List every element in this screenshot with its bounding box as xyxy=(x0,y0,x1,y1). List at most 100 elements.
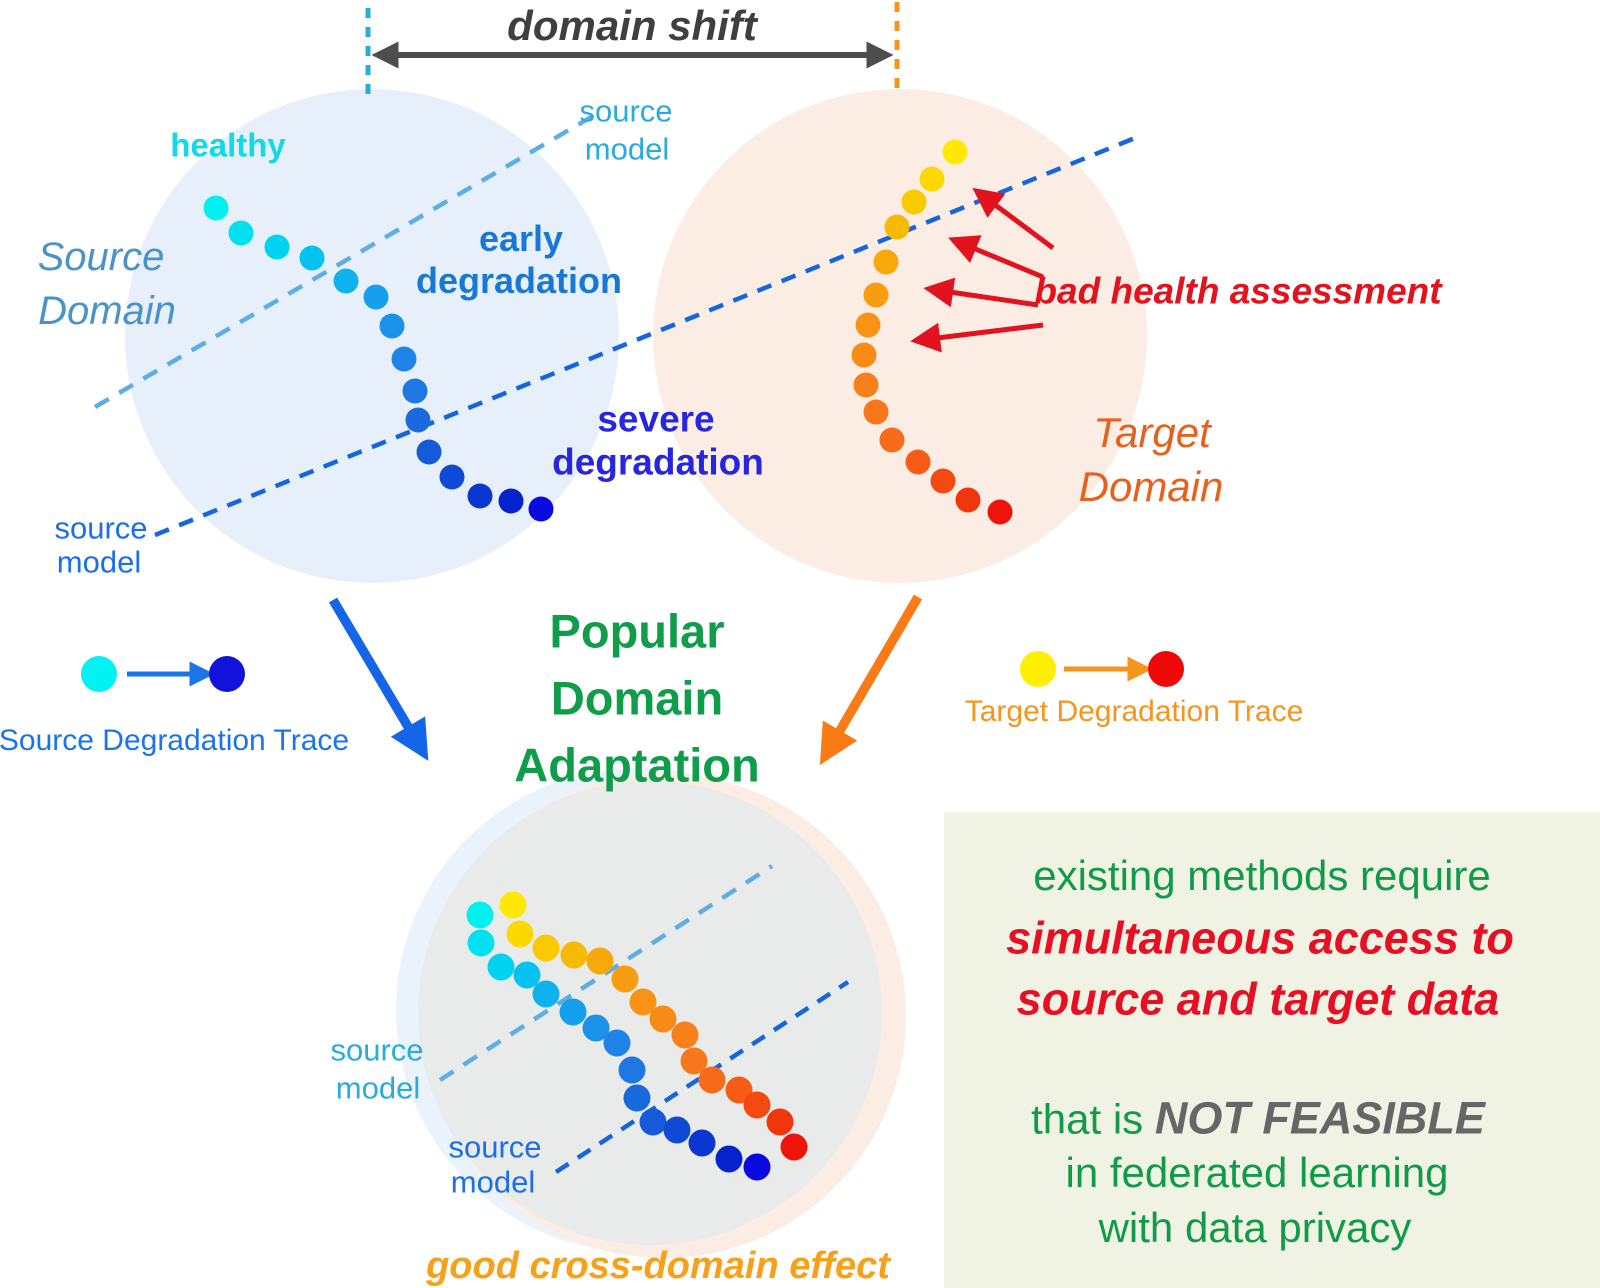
combined-source-trace-dot xyxy=(532,980,560,1008)
target-trace-dot xyxy=(884,214,910,240)
target-trace-dot xyxy=(853,372,879,398)
target-domain-label-line1: Target xyxy=(1093,409,1211,456)
target-trace-dot xyxy=(919,166,945,192)
source-domain-label-line2: Domain xyxy=(38,289,176,333)
target-trace-dot xyxy=(851,342,877,368)
combined-source-trace xyxy=(466,901,771,1181)
target-trace-dot xyxy=(901,189,927,215)
combined-target-trace-dot xyxy=(780,1133,808,1161)
note-panel xyxy=(944,812,1600,1288)
legend-source-start-dot xyxy=(81,656,117,692)
combined-target-trace xyxy=(499,891,808,1161)
combined-source-trace-dot xyxy=(559,998,587,1026)
combined-model-upper-label-line1: source xyxy=(330,1032,424,1068)
source-trace-dot xyxy=(363,284,389,310)
good-cross-domain-caption: good cross-domain effect xyxy=(426,1245,890,1287)
domain-shift-title: domain shift xyxy=(507,2,757,49)
source-model-left-label-line1: source xyxy=(54,510,148,546)
combined-source-trace-dot xyxy=(618,1056,646,1084)
source-model-top-label-line2: model xyxy=(584,131,670,167)
combined-source-trace-dot xyxy=(487,953,515,981)
severe-degradation-label-line2: degradation xyxy=(552,441,764,483)
combined-target-trace-dot xyxy=(649,1005,677,1033)
combined-source-trace-dot xyxy=(663,1116,691,1144)
source-trace-dot xyxy=(228,220,254,246)
target-trace xyxy=(851,139,1013,525)
combined-target-trace-dot xyxy=(671,1021,699,1049)
source-trace-dot xyxy=(203,195,229,221)
source-trace-dot xyxy=(416,439,442,465)
source-model-line-upper xyxy=(93,111,600,409)
combined-model-lower-label-line2: model xyxy=(450,1164,536,1200)
combined-target-trace-dot xyxy=(698,1066,726,1094)
adaptation-arrow-source xyxy=(328,597,429,761)
combined-model-line-lower xyxy=(554,980,850,1174)
combined-target-trace-dot xyxy=(629,988,657,1016)
source-trace xyxy=(203,195,554,522)
source-trace-dot xyxy=(333,268,359,294)
target-trace-dot xyxy=(873,249,899,275)
combined-target-trace-dot xyxy=(506,920,534,948)
combined-model-lower-label-line1: source xyxy=(448,1129,542,1165)
panel-line-4: that is NOT FEASIBLE xyxy=(1031,1096,1485,1141)
target-trace-dot xyxy=(863,399,889,425)
source-model-top-label-line1: source xyxy=(579,93,673,129)
combined-source-trace-dot xyxy=(639,1108,667,1136)
source-domain-label-line1: Source xyxy=(37,235,165,279)
source-trace-dot xyxy=(402,378,428,404)
target-domain-circle xyxy=(653,89,1147,583)
combined-target-trace-dot xyxy=(611,965,639,993)
panel-line-1: existing methods require xyxy=(1033,852,1491,899)
source-trace-dot xyxy=(467,483,493,509)
popular-domain-adaptation-line3: Adaptation xyxy=(514,738,760,792)
bad-health-arrow-2 xyxy=(948,235,1044,280)
combined-target-trace-dot xyxy=(743,1091,771,1119)
legend-target-start-dot xyxy=(1020,651,1056,687)
legend-target-label: Target Degradation Trace xyxy=(964,695,1304,728)
target-trace-dot xyxy=(942,139,968,165)
source-trace-dot xyxy=(498,488,524,514)
combined-source-trace-dot xyxy=(467,929,495,957)
healthy-label: healthy xyxy=(170,126,286,164)
panel-line-6: with data privacy xyxy=(1098,1204,1412,1251)
source-trace-dot xyxy=(379,313,405,339)
bad-health-arrow-1 xyxy=(972,187,1055,251)
combined-target-trace-dot xyxy=(725,1076,753,1104)
target-trace-dot xyxy=(930,468,956,494)
source-domain-circle xyxy=(125,89,619,583)
target-trace-dot xyxy=(855,312,881,338)
target-trace-dot xyxy=(879,427,905,453)
combined-target-trace-dot xyxy=(680,1047,708,1075)
combined-target-trace-dot xyxy=(586,947,614,975)
panel-line-4-prefix: that is xyxy=(1031,1095,1155,1143)
panel-line-4-emphasis: NOT FEASIBLE xyxy=(1154,1092,1485,1144)
source-trace-dot xyxy=(528,496,554,522)
combined-model-upper-label-line2: model xyxy=(335,1070,421,1106)
target-trace-dot xyxy=(955,487,981,513)
source-trace-dot xyxy=(264,234,290,260)
combined-source-trace-dot xyxy=(623,1084,651,1112)
combined-source-trace-dot xyxy=(743,1153,771,1181)
source-trace-dot xyxy=(299,245,325,271)
target-trace-dot xyxy=(863,282,889,308)
legend-target-end-dot xyxy=(1148,651,1184,687)
severe-degradation-label-line1: severe xyxy=(597,398,715,440)
target-trace-dot xyxy=(905,449,931,475)
legend-source-label: Source Degradation Trace xyxy=(0,724,350,757)
bad-health-assessment-label: bad health assessment xyxy=(1034,270,1442,312)
early-degradation-label-line2: degradation xyxy=(415,260,623,301)
combined-source-trace-dot xyxy=(688,1129,716,1157)
early-degradation-label-line1: early xyxy=(478,218,564,259)
source-model-left-label-line2: model xyxy=(56,544,142,580)
combined-source-trace-dot xyxy=(715,1145,743,1173)
combined-source-trace-dot xyxy=(513,961,541,989)
source-model-line-lower xyxy=(154,135,1136,538)
source-trace-dot xyxy=(391,346,417,372)
panel-line-5: in federated learning xyxy=(1065,1149,1449,1196)
combined-target-trace-dot xyxy=(560,941,588,969)
panel-line-3: source and target data xyxy=(1016,973,1500,1025)
target-trace-dot xyxy=(987,499,1013,525)
bad-health-arrow-3 xyxy=(923,277,1039,308)
source-trace-dot xyxy=(439,464,465,490)
